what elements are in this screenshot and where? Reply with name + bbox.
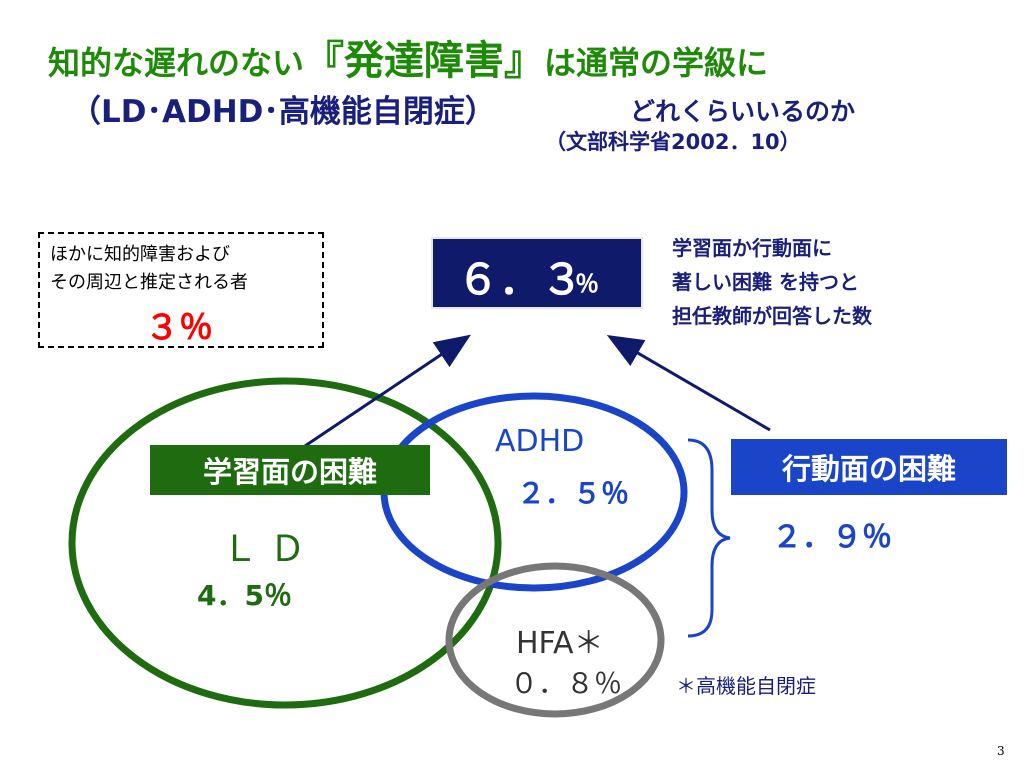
total-description-line-3: 担任教師が回答した数 [672,304,872,328]
total-description-line-1: 学習面か行動面に [672,236,832,260]
behavior-brace [687,438,731,638]
page-number: 3 [997,744,1005,758]
note-line-1: ほかに知的障害および [50,244,230,265]
title-prefix: 知的な遅れのない [48,44,305,82]
ld-name: Ｌ Ｄ [222,529,306,570]
adhd-name: ADHD [495,424,585,459]
title-line-2-left: （LD･ADHD･高機能自閉症） [70,94,496,130]
total-value: ６．３ [457,255,584,304]
title-emphasis: 『発達障害』 [304,38,545,84]
total-description-line-2: 著しい困難 を持つと [672,270,859,294]
note-line-2: その周辺と推定される者 [50,272,248,293]
arrow-learning-to-total [295,334,471,454]
hfa-circle [445,562,665,718]
hfa-name: HFA＊ [516,626,604,661]
title-suffix: は通常の学級に [544,44,769,82]
hfa-value: ０．８％ [510,667,623,700]
note-box [38,232,324,348]
ld-circle [68,377,502,709]
learning-difficulty-label: 学習面の困難 [150,445,430,495]
behavior-difficulty-label: 行動面の困難 [731,439,1007,495]
note-percent: ３％ [145,308,213,348]
ld-value: 4．5％ [197,579,292,612]
behavior-value: ２．９％ [772,520,892,555]
adhd-value: ２．５％ [517,477,630,510]
source-citation: （文部科学省2002．10） [545,130,801,154]
arrow-behavior-to-total [606,334,771,432]
total-box [431,237,643,309]
total-unit: ％ [575,270,599,298]
title-line-2-right: どれくらいいるのか [630,97,856,126]
title-line-1: 知的な遅れのない『発達障害』は通常の学級に [48,28,768,86]
hfa-footnote: ＊高機能自閉症 [676,674,816,698]
